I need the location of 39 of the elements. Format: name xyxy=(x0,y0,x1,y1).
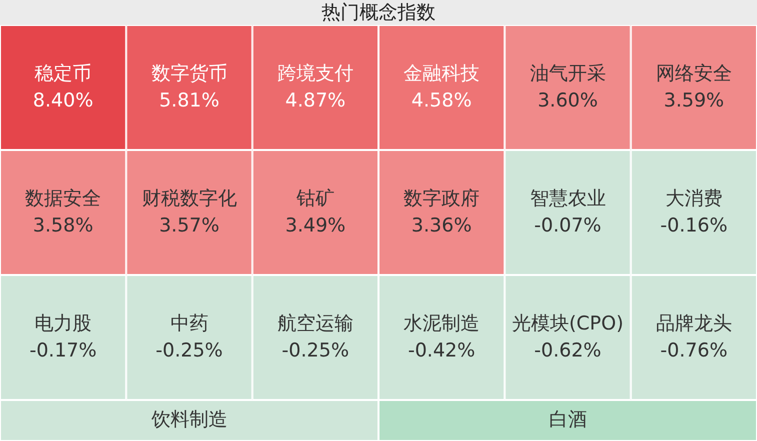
text: 热门概念指数 xyxy=(322,1,436,24)
category-label: 电力股 xyxy=(34,312,92,334)
category-label: 网络安全 xyxy=(656,62,732,84)
data-label: 8.40% xyxy=(32,89,94,112)
category-label: 跨境支付 xyxy=(277,62,354,84)
data-label: -0.25% xyxy=(156,339,223,362)
category-label: 数字货币 xyxy=(151,62,228,84)
category-label: 稳定币 xyxy=(34,62,92,84)
category-label: 智慧农业 xyxy=(530,187,606,210)
category-label: 金融科技 xyxy=(404,62,480,84)
data-label: 4.58% xyxy=(411,89,472,112)
data-label: -0.16% xyxy=(660,214,728,236)
data-label: -0.76% xyxy=(660,339,728,362)
data-label: 4.87% xyxy=(285,89,346,112)
data-label: 3.49% xyxy=(285,214,346,236)
data-label: -0.62% xyxy=(534,339,602,362)
category-label: 数字政府 xyxy=(404,187,480,210)
category-label: 大消费 xyxy=(665,187,722,210)
data-label: -0.07% xyxy=(534,214,602,236)
category-label: 水泥制造 xyxy=(404,312,480,334)
category-label: 油气开采 xyxy=(530,62,606,84)
data-label: -0.17% xyxy=(29,339,97,362)
category-label: 品牌龙头 xyxy=(656,312,732,334)
data-label: 3.60% xyxy=(538,89,598,112)
data-label: 3.59% xyxy=(664,89,724,112)
data-label: 3.58% xyxy=(32,214,94,236)
data-label: 3.57% xyxy=(159,214,220,236)
category-label: 中药 xyxy=(170,312,208,334)
data-label: -0.42% xyxy=(408,339,476,362)
data-label: 3.36% xyxy=(411,214,472,236)
category-label: 钴矿 xyxy=(295,187,334,210)
data-label: -0.25% xyxy=(282,339,350,362)
category-label: 航空运输 xyxy=(277,312,354,334)
data-label: 5.81% xyxy=(159,89,220,112)
category-label: 光模块(CPO) xyxy=(512,312,624,334)
category-label: 数据安全 xyxy=(25,187,102,210)
category-label: 饮料制造 xyxy=(150,408,228,430)
category-label: 财税数字化 xyxy=(142,187,237,210)
category-label: 白酒 xyxy=(548,408,587,430)
